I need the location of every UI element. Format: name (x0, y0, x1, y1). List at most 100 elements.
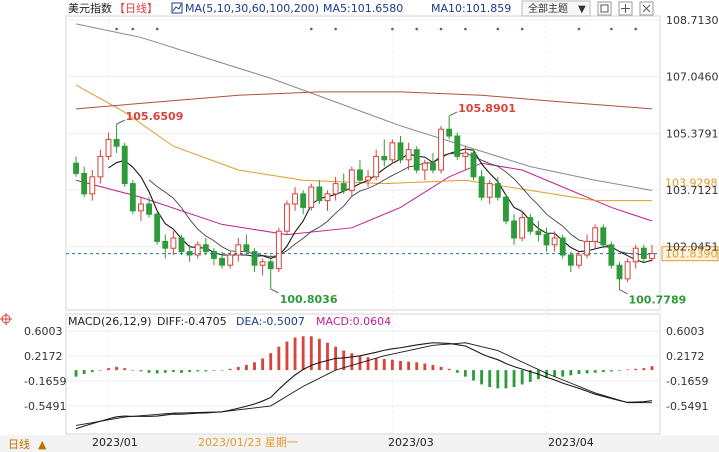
candle-body (113, 138, 120, 147)
candle-body (454, 135, 461, 157)
candle-body (551, 237, 558, 246)
candle-body (421, 162, 428, 171)
period-label[interactable]: 【日线】 (114, 1, 158, 15)
macd-bar (220, 370, 224, 371)
candle-body (381, 155, 388, 161)
crosshair-icon[interactable] (0, 313, 12, 325)
candle-body (332, 183, 339, 195)
high-label-1-pointer (116, 119, 125, 125)
ma-line-ma30 (75, 162, 653, 236)
candle-body (567, 254, 574, 266)
macd-bar (642, 368, 646, 371)
macd-value: MACD:0.0604 (316, 315, 391, 328)
theme-button-label: 全部主题 (528, 2, 568, 15)
candle-body (438, 128, 444, 171)
ma-line-ma10 (148, 152, 653, 258)
footer-date-1: 2023/01 (92, 436, 138, 449)
macd-bar (407, 361, 411, 371)
macd-bar (244, 364, 248, 371)
macd-bar (650, 366, 654, 371)
macd-bar (488, 370, 492, 388)
macd-bar (390, 359, 394, 371)
macd-bar (634, 368, 638, 371)
candle-body (576, 254, 582, 266)
macd-bar (212, 370, 216, 371)
macd-bar (196, 370, 200, 372)
close-icon[interactable] (639, 1, 654, 16)
low-label-1-pointer (270, 288, 279, 294)
event-marker (439, 27, 443, 31)
candle-body (178, 237, 185, 253)
high-label-2-pointer (448, 111, 458, 117)
candle-body (584, 240, 590, 256)
macd-dea: DEA:-0.5007 (236, 315, 305, 328)
macd-bar (463, 370, 467, 377)
grid-layout-icon[interactable] (618, 1, 633, 16)
restore-window-icon[interactable] (597, 1, 612, 16)
macd-bar (90, 370, 94, 373)
candle-body (413, 149, 420, 171)
candle-body (632, 247, 639, 263)
macd-bar (147, 370, 151, 373)
macd-bar (553, 370, 557, 377)
last-price-tag (661, 246, 719, 262)
last-price-value: 101.8390 (665, 248, 718, 261)
macd-bar (431, 364, 435, 371)
macd-bar (98, 370, 102, 371)
candle-body (535, 230, 542, 236)
candle-body (219, 257, 225, 266)
candle-body (227, 254, 234, 266)
macd-bar (180, 370, 183, 373)
price-axis: 108.7130 107.0460 105.3791 103.7121 102.0451 (666, 14, 719, 254)
macd-bar (115, 366, 119, 371)
macd-bar (236, 366, 240, 371)
macd-bar (326, 342, 329, 371)
macd-bar (285, 341, 289, 371)
price-tick-label: 107.0460 (666, 71, 719, 84)
candle-body (486, 183, 493, 198)
period-tab[interactable]: 日线 (8, 437, 30, 451)
candle-body (519, 217, 526, 239)
macd-bar (309, 336, 313, 371)
candle-body (170, 237, 177, 249)
macd-bar (293, 337, 297, 371)
candle-body (251, 251, 258, 266)
event-marker (610, 27, 613, 31)
price-panel-frame (65, 15, 661, 311)
macd-tick-label: 0.6003 (666, 325, 705, 338)
candle-body (608, 244, 615, 266)
macd-bar (626, 369, 630, 371)
macd-tick-label: 0.2172 (666, 350, 705, 363)
ma60-value: 103.9298 (665, 177, 718, 190)
event-marker (634, 27, 638, 31)
macd-tick-label: -0.5491 (666, 400, 708, 413)
macd-bar (366, 357, 370, 371)
candle-body (300, 193, 307, 208)
low-label-1: 100.8036 (280, 293, 338, 306)
candle-body (462, 152, 469, 157)
candle-body (73, 162, 79, 174)
theme-button[interactable] (521, 0, 591, 17)
candle-body (105, 138, 112, 157)
macd-bar (520, 370, 524, 385)
macd-bar (480, 370, 484, 385)
candle-body (373, 155, 380, 178)
candles (73, 115, 655, 290)
candle-body (129, 183, 136, 212)
macd-bar (82, 370, 86, 375)
macd-bar (228, 368, 232, 371)
macd-bar (277, 346, 281, 371)
event-marker (131, 27, 135, 31)
macd-diff: DIFF:-0.4705 (157, 315, 227, 328)
footer-arrow-icon[interactable]: ▲ (38, 438, 47, 451)
event-marker (496, 27, 500, 31)
ma-legend-icon (171, 2, 183, 14)
macd-bar (131, 370, 135, 371)
macd-bar (253, 362, 256, 371)
candle-body (494, 183, 501, 198)
macd-bar (188, 370, 192, 373)
ma-line-ma200 (76, 91, 652, 110)
macd-bar (593, 370, 597, 373)
footer-date-3: 2023/03 (388, 436, 434, 449)
